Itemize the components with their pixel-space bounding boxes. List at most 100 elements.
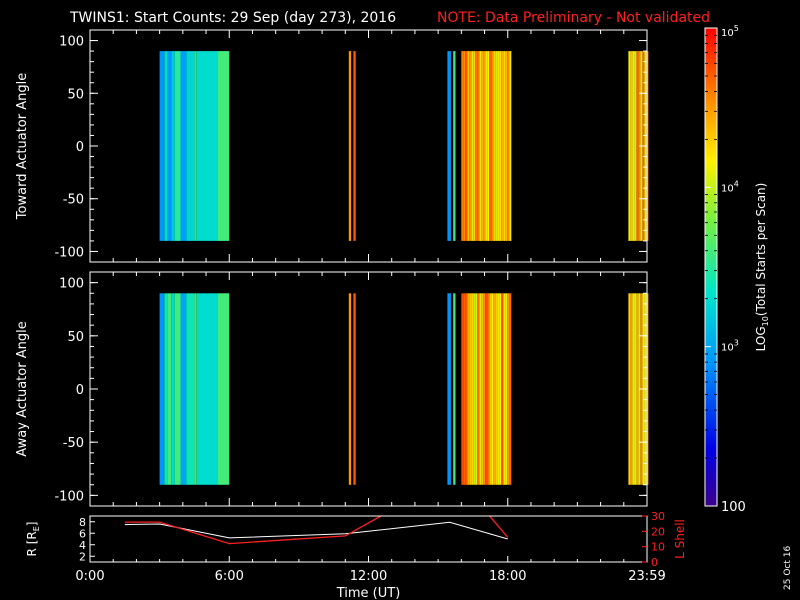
away-heatmap-cell bbox=[485, 293, 488, 485]
away-heatmap-block bbox=[447, 293, 451, 485]
colorbar-label-prefix: LOG bbox=[754, 326, 768, 351]
away-heatmap-cell bbox=[479, 293, 482, 485]
away-heatmap-cell bbox=[477, 293, 480, 485]
toward-heatmap-block bbox=[194, 51, 197, 241]
away-heatmap-cell bbox=[465, 293, 468, 485]
away-heatmap-cell bbox=[509, 293, 512, 485]
away-heatmap-cell bbox=[461, 293, 464, 485]
colorbar-tick-base: 10 bbox=[721, 343, 734, 354]
away-heatmap-block bbox=[196, 293, 218, 485]
lshell-ytick-label: 10 bbox=[651, 541, 665, 554]
toward-heatmap-block bbox=[353, 51, 356, 241]
away-heatmap-block bbox=[171, 293, 175, 485]
toward-heatmap-block bbox=[171, 51, 175, 241]
away-heatmap-cell bbox=[467, 293, 470, 485]
away-heatmap-cell bbox=[483, 293, 486, 485]
colorbar-tick-label: 104 bbox=[721, 179, 739, 194]
time-xtick-label: 0:00 bbox=[75, 569, 104, 584]
r-ytick-label: 8 bbox=[79, 516, 86, 529]
toward-heatmap-cell bbox=[509, 51, 512, 241]
toward-heatmap-cell bbox=[505, 51, 508, 241]
toward-heatmap-cell bbox=[489, 51, 492, 241]
r-ytick-label: 6 bbox=[79, 527, 86, 540]
away-ytick-label: -100 bbox=[54, 489, 84, 504]
away-heatmap-cell bbox=[505, 293, 508, 485]
away-heatmap-cell bbox=[475, 293, 478, 485]
away-ytick-label: 0 bbox=[76, 383, 84, 398]
lshell-ylabel: L Shell bbox=[673, 519, 687, 559]
away-heatmap-cell bbox=[634, 293, 637, 485]
toward-heatmap-block bbox=[196, 51, 218, 241]
toward-heatmap-block bbox=[453, 51, 456, 241]
away-heatmap-cell bbox=[636, 293, 639, 485]
toward-heatmap-cell bbox=[493, 51, 496, 241]
colorbar-label-sub: 10 bbox=[761, 316, 770, 326]
toward-heatmap-cell bbox=[471, 51, 474, 241]
away-actuator-heatmap-panel: 100 50 0 -50 -100 Away Actuator Angle bbox=[15, 271, 649, 507]
time-xtick-label: 12:00 bbox=[350, 569, 387, 584]
toward-heatmap-cell bbox=[465, 51, 468, 241]
away-ytick-label: 50 bbox=[67, 330, 84, 345]
away-heatmap-cell bbox=[463, 293, 466, 485]
toward-heatmap-cell bbox=[501, 51, 504, 241]
away-heatmap-cell bbox=[487, 293, 490, 485]
toward-heatmap-cell bbox=[632, 51, 635, 241]
colorbar-tick-base: 10 bbox=[721, 28, 734, 39]
away-heatmap-cell bbox=[495, 293, 498, 485]
away-heatmap-block bbox=[348, 293, 352, 485]
away-heatmap-cell bbox=[469, 293, 472, 485]
toward-heatmap-block bbox=[174, 51, 181, 241]
toward-heatmap-cell bbox=[469, 51, 472, 241]
away-heatmap-cell bbox=[473, 293, 476, 485]
time-xlabel: Time (UT) bbox=[336, 586, 401, 600]
toward-heatmap-block bbox=[447, 51, 451, 241]
toward-heatmap-cell bbox=[636, 51, 639, 241]
away-heatmap-cell bbox=[489, 293, 492, 485]
toward-ytick-label: 50 bbox=[67, 87, 84, 102]
lshell-ytick-label: 0 bbox=[651, 556, 658, 569]
toward-heatmap-cell bbox=[634, 51, 637, 241]
away-heatmap-cell bbox=[628, 293, 631, 485]
colorbar-scale bbox=[704, 27, 718, 507]
toward-heatmap-cell bbox=[507, 51, 510, 241]
toward-heatmap-block bbox=[186, 51, 195, 241]
toward-ylabel: Toward Actuator Angle bbox=[15, 73, 30, 220]
toward-ytick-label: -100 bbox=[54, 245, 84, 260]
toward-heatmap-cell bbox=[475, 51, 478, 241]
toward-heatmap-cell bbox=[461, 51, 464, 241]
away-heatmap-cell bbox=[499, 293, 502, 485]
toward-heatmap-block bbox=[217, 51, 230, 241]
r-ylabel-end: ] bbox=[25, 522, 39, 527]
toward-heatmap-cell bbox=[477, 51, 480, 241]
away-heatmap-block bbox=[180, 293, 187, 485]
toward-heatmap-cell bbox=[483, 51, 486, 241]
preliminary-note: NOTE: Data Preliminary - Not validated bbox=[437, 10, 710, 26]
toward-heatmap-cell bbox=[491, 51, 494, 241]
toward-ytick-label: 0 bbox=[76, 140, 84, 155]
time-xtick-label: 18:00 bbox=[489, 569, 526, 584]
toward-heatmap-block bbox=[180, 51, 187, 241]
time-xtick-label: 23:59 bbox=[628, 569, 665, 584]
toward-heatmap-block bbox=[159, 51, 165, 241]
lshell-ytick-label: 20 bbox=[651, 525, 665, 538]
toward-heatmap-cell bbox=[481, 51, 484, 241]
away-heatmap-cell bbox=[491, 293, 494, 485]
colorbar-tick-base: 10 bbox=[721, 183, 734, 194]
away-heatmap-block bbox=[194, 293, 197, 485]
away-heatmap-cell bbox=[632, 293, 635, 485]
r-ylabel: R [RE] bbox=[25, 522, 41, 557]
away-ytick-label: 100 bbox=[59, 277, 84, 292]
colorbar-tick-exp: 5 bbox=[734, 24, 739, 33]
away-heatmap-cell bbox=[501, 293, 504, 485]
r-distance-line bbox=[124, 521, 508, 540]
toward-heatmap-cell bbox=[497, 51, 500, 241]
away-heatmap-cell bbox=[507, 293, 510, 485]
away-heatmap-block bbox=[159, 293, 165, 485]
away-heatmap-block bbox=[453, 293, 456, 485]
toward-ytick-label: 100 bbox=[59, 35, 84, 50]
away-heatmap-block bbox=[186, 293, 195, 485]
away-heatmap-block bbox=[167, 293, 172, 485]
toward-heatmap-cell bbox=[473, 51, 476, 241]
